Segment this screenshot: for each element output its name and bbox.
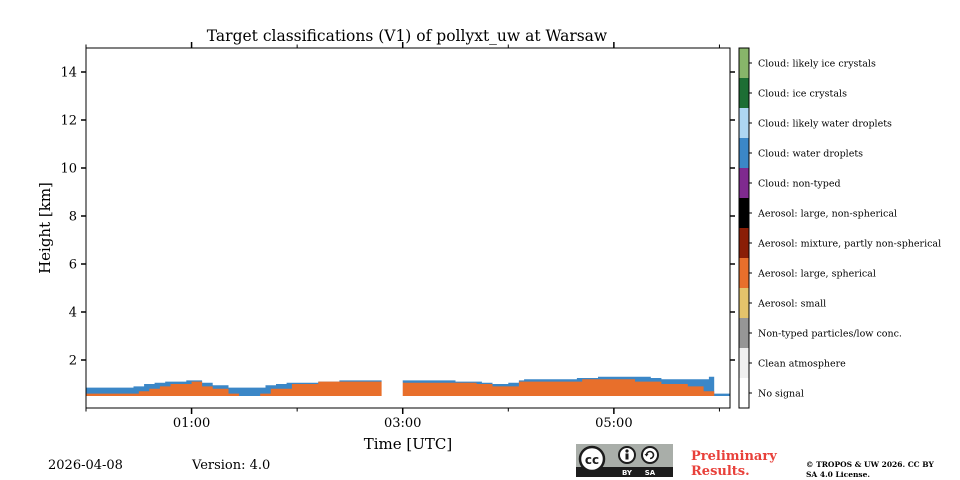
colorbar-swatch-1 <box>739 348 749 378</box>
footer-date: 2026-04-08 <box>48 458 123 473</box>
colorbar-frame <box>738 47 750 409</box>
copyright-note: © TROPOS & UW 2026. CC BY SA 4.0 License… <box>806 460 934 479</box>
license-by-label: BY <box>622 469 633 477</box>
colorbar-label-9: Cloud: likely water droplets <box>758 119 892 130</box>
x-tick-label-03:00: 03:00 <box>384 416 421 431</box>
colorbar-swatch-0 <box>739 378 749 408</box>
x-tick-label-01:00: 01:00 <box>173 416 210 431</box>
share-alike-icon-arrowhead <box>644 454 649 457</box>
y-tick-label-2: 2 <box>69 354 77 369</box>
license-badge: cc BY SA <box>576 444 673 477</box>
colorbar-label-5: Aerosol: mixture, partly non-spherical <box>757 239 941 250</box>
license-sa-label: SA <box>645 469 656 477</box>
attribution-icon-head <box>625 449 629 453</box>
x-tick-label-05:00: 05:00 <box>595 416 632 431</box>
y-tick-label-14: 14 <box>60 66 77 81</box>
colorbar: No signal Clean atmosphere Non-typed parti… <box>738 47 941 409</box>
colorbar-swatch-4 <box>739 258 749 288</box>
colorbar-swatch-11 <box>739 48 749 78</box>
colorbar-swatch-7 <box>739 168 749 198</box>
colorbar-swatch-8 <box>739 138 749 168</box>
y-tick-label-12: 12 <box>60 114 77 129</box>
share-alike-icon-arrow <box>645 450 655 460</box>
colorbar-label-3: Aerosol: small <box>757 299 826 310</box>
plot-frame <box>85 47 731 409</box>
colorbar-label-11: Cloud: likely ice crystals <box>758 59 876 70</box>
colorbar-swatch-6 <box>739 198 749 228</box>
y-axis-label: Height [km] <box>36 182 54 274</box>
colorbar-label-1: Clean atmosphere <box>758 359 846 370</box>
classification-layers <box>86 360 730 408</box>
footer-version: Version: 4.0 <box>192 458 271 473</box>
colorbar-swatch-3 <box>739 288 749 318</box>
colorbar-label-10: Cloud: ice crystals <box>758 89 847 100</box>
colorbar-label-8: Cloud: water droplets <box>758 149 863 160</box>
attribution-icon-body <box>625 453 629 460</box>
colorbar-label-7: Cloud: non-typed <box>758 179 841 190</box>
colorbar-swatch-10 <box>739 78 749 108</box>
colorbar-swatch-9 <box>739 108 749 138</box>
share-alike-icon <box>641 446 659 464</box>
creative-commons-badge-icon <box>578 445 606 473</box>
plot-area: 2 4 6 8 10 12 14 01:00 03:00 05:00 <box>60 42 735 431</box>
chart-title: Target classifications (V1) of pollyxt_u… <box>207 27 608 45</box>
colorbar-swatch-5 <box>739 228 749 258</box>
license-badge-footer <box>576 467 673 477</box>
y-tick-label-4: 4 <box>69 306 77 321</box>
preliminary-results-note: Preliminary Results. <box>691 449 777 479</box>
y-tick-label-8: 8 <box>69 210 77 225</box>
colorbar-swatch-2 <box>739 318 749 348</box>
data-gap <box>381 360 403 408</box>
x-axis-ticks: 01:00 03:00 05:00 <box>85 42 720 431</box>
colorbar-label-0: No signal <box>758 389 804 400</box>
aerosol-large-spherical-layer <box>86 379 730 396</box>
y-axis-ticks: 2 4 6 8 10 12 14 <box>60 66 735 369</box>
y-tick-label-6: 6 <box>69 258 77 273</box>
cc-badge-label: cc <box>585 453 599 467</box>
y-tick-label-10: 10 <box>60 162 77 177</box>
colorbar-label-2: Non-typed particles/low conc. <box>758 329 902 340</box>
x-axis-label: Time [UTC] <box>364 435 453 453</box>
colorbar-label-6: Aerosol: large, non-spherical <box>757 209 897 220</box>
colorbar-label-4: Aerosol: large, spherical <box>757 269 876 280</box>
